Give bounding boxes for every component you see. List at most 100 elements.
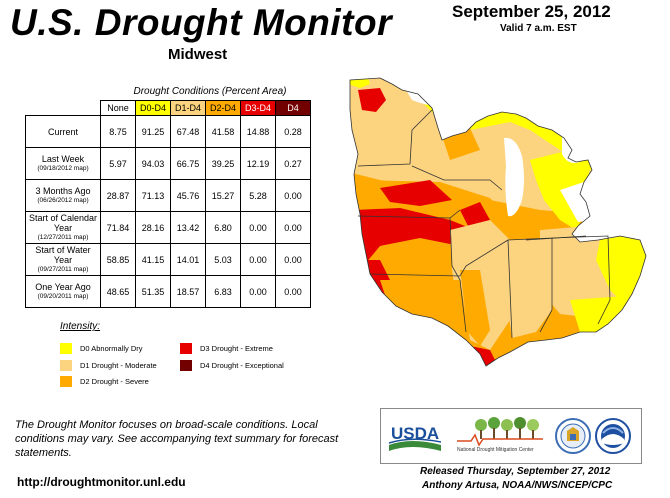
table-cell: 0.00 <box>240 275 276 308</box>
author-credit: Anthony Artusa, NOAA/NWS/NCEP/CPC <box>422 480 613 491</box>
legend-label: D2 Drought - Severe <box>80 377 149 386</box>
lake-erie <box>608 222 650 238</box>
row-label-date: (06/26/2012 map) <box>37 196 89 204</box>
row-label: Current <box>25 115 101 148</box>
row-label-text: One Year Ago <box>35 281 91 292</box>
table-cell: 18.57 <box>170 275 206 308</box>
region-label: Midwest <box>168 46 228 63</box>
table-cell: 41.15 <box>135 243 171 276</box>
table-cell: 0.00 <box>275 243 311 276</box>
row-label-date: (09/20/2011 map) <box>37 292 89 300</box>
row-label-text: Current <box>47 126 78 137</box>
table-cell: 45.76 <box>170 179 206 212</box>
row-label: One Year Ago (09/20/2011 map) <box>25 275 101 308</box>
table-cell: 0.00 <box>275 179 311 212</box>
usda-text: USDA <box>391 424 439 443</box>
legend-swatch <box>60 360 72 371</box>
midwest-drought-map <box>349 72 650 367</box>
state-borders <box>349 77 647 367</box>
row-label-date: (09/18/2012 map) <box>37 164 89 172</box>
table-cell: 13.42 <box>170 211 206 244</box>
row-label-text: Last Week <box>41 153 85 164</box>
legend-item-d3: D3 Drought - Extreme <box>180 343 273 354</box>
table-cell: 71.84 <box>100 211 136 244</box>
table-cell: 51.35 <box>135 275 171 308</box>
table-cell: 5.03 <box>205 243 241 276</box>
legend-item-d1: D1 Drought - Moderate <box>60 360 157 371</box>
table-cell: 8.75 <box>100 115 136 148</box>
legend-label: D0 Abnormally Dry <box>80 344 143 353</box>
row-label: Last Week (09/18/2012 map) <box>25 147 101 180</box>
ndmc-text: National Drought Mitigation Center <box>457 447 534 453</box>
table-cell: 6.83 <box>205 275 241 308</box>
map-title: U.S. Drought Monitor <box>10 2 392 43</box>
row-label-date: (12/27/2011 map) <box>37 233 89 241</box>
col-header: D4 <box>275 100 311 116</box>
table-cell: 0.00 <box>275 275 311 308</box>
d3-region-central <box>354 208 480 270</box>
noaa-logo <box>595 418 631 454</box>
legend-label: D1 Drought - Moderate <box>80 361 157 370</box>
row-label: Start of Water Year (09/27/2011 map) <box>25 243 101 276</box>
legend-swatch <box>180 360 192 371</box>
table-cell: 0.00 <box>240 243 276 276</box>
table-row: One Year Ago (09/20/2011 map) 48.65 51.35 18… <box>25 275 311 308</box>
map-date: September 25, 2012 <box>452 2 611 21</box>
row-label-text: Start of Water Year <box>35 244 91 265</box>
table-cell: 28.87 <box>100 179 136 212</box>
legend-swatch <box>60 376 72 387</box>
legend-item-d0: D0 Abnormally Dry <box>60 343 143 354</box>
table-cell: 0.27 <box>275 147 311 180</box>
table-cell: 0.28 <box>275 115 311 148</box>
release-date: Released Thursday, September 27, 2012 <box>420 466 611 477</box>
table-cell: 5.28 <box>240 179 276 212</box>
table-cell: 48.65 <box>100 275 136 308</box>
legend-swatch <box>60 343 72 354</box>
table-cell: 71.13 <box>135 179 171 212</box>
drought-stats-table: None D0-D4 D1-D4 D2-D4 D3-D4 D4 Current 8… <box>25 100 311 308</box>
commerce-seal <box>555 418 591 454</box>
lake-superior <box>400 72 546 108</box>
table-cell: 0.00 <box>240 211 276 244</box>
row-label-date: (09/27/2011 map) <box>37 265 89 273</box>
table-row: Start of Calendar Year (12/27/2011 map) 71… <box>25 211 311 244</box>
col-header: D1-D4 <box>170 100 206 116</box>
table-cell: 94.03 <box>135 147 171 180</box>
table-cell: 28.16 <box>135 211 171 244</box>
table-cell: 14.88 <box>240 115 276 148</box>
legend-item-d4: D4 Drought - Exceptional <box>180 360 284 371</box>
row-label-text: 3 Months Ago <box>35 185 91 196</box>
table-cell: 66.75 <box>170 147 206 180</box>
table-cell: 0.00 <box>275 211 311 244</box>
col-header: D2-D4 <box>205 100 241 116</box>
disclaimer-note: The Drought Monitor focuses on broad-sca… <box>15 419 339 459</box>
d3-region-mn <box>358 88 386 112</box>
col-header: None <box>100 100 136 116</box>
table-cell: 12.19 <box>240 147 276 180</box>
table-cell: 14.01 <box>170 243 206 276</box>
table-cell: 91.25 <box>135 115 171 148</box>
usda-logo: USDA <box>387 417 443 451</box>
table-row: Last Week (09/18/2012 map) 5.97 94.03 66.75 3… <box>25 147 311 180</box>
table-row: Current 8.75 91.25 67.48 41.58 14.88 0.28 <box>25 115 311 148</box>
table-caption: Drought Conditions (Percent Area) <box>133 86 287 97</box>
table-cell: 15.27 <box>205 179 241 212</box>
row-label: Start of Calendar Year (12/27/2011 map) <box>25 211 101 244</box>
lake-huron <box>562 131 586 163</box>
ndmc-logo: National Drought Mitigation Center <box>453 415 545 455</box>
table-cell: 41.58 <box>205 115 241 148</box>
table-row: 3 Months Ago (06/26/2012 map) 28.87 71.13 45… <box>25 179 311 212</box>
col-header: D0-D4 <box>135 100 171 116</box>
table-row: Start of Water Year (09/27/2011 map) 58.85… <box>25 243 311 276</box>
legend-label: D4 Drought - Exceptional <box>200 361 284 370</box>
website-link[interactable]: http://droughtmonitor.unl.edu <box>17 475 186 489</box>
agency-logos: USDA National Drought Mitigation Center <box>380 408 642 464</box>
table-cell: 39.25 <box>205 147 241 180</box>
valid-time: Valid 7 a.m. EST <box>500 23 577 34</box>
table-cell: 58.85 <box>100 243 136 276</box>
legend-item-d2: D2 Drought - Severe <box>60 376 149 387</box>
legend-label: D3 Drought - Extreme <box>200 344 273 353</box>
lake-michigan <box>504 137 524 217</box>
table-cell: 5.97 <box>100 147 136 180</box>
table-corner <box>25 100 101 116</box>
